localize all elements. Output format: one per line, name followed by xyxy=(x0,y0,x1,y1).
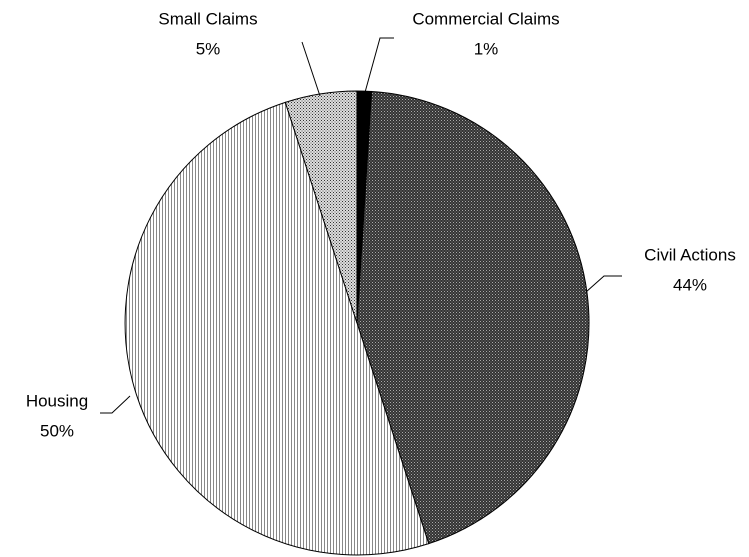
leader-line xyxy=(301,41,321,97)
leader-line xyxy=(585,275,622,293)
slice-value-label: 50% xyxy=(40,421,74,440)
slice-label: Housing xyxy=(26,391,88,410)
slice-value-label: 44% xyxy=(673,275,707,294)
slice-value-label: 5% xyxy=(196,39,221,58)
pie-slice xyxy=(356,90,590,545)
slice-label: Small Claims xyxy=(158,9,257,28)
leader-line xyxy=(100,395,131,414)
leader-line xyxy=(363,37,394,97)
slice-label: Civil Actions xyxy=(644,245,736,264)
pie-slice xyxy=(124,101,430,556)
slice-value-label: 1% xyxy=(474,39,499,58)
slice-label: Commercial Claims xyxy=(412,9,559,28)
pie-slice xyxy=(284,90,358,324)
